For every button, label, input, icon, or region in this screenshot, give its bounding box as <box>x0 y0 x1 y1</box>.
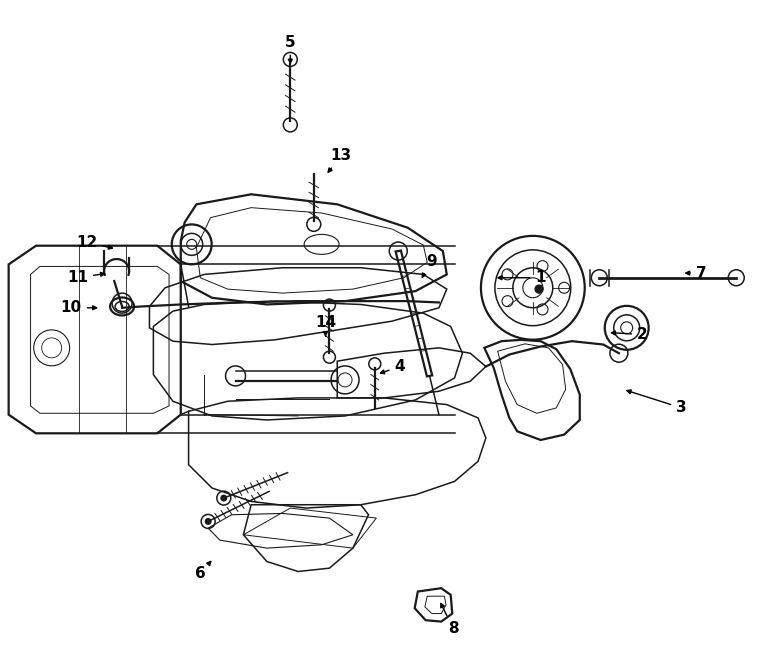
Text: 7: 7 <box>686 266 706 280</box>
Text: 2: 2 <box>612 327 648 342</box>
Text: 11: 11 <box>67 270 104 285</box>
Circle shape <box>535 285 543 293</box>
Text: 9: 9 <box>423 254 437 277</box>
Text: 8: 8 <box>441 603 459 636</box>
Text: 3: 3 <box>627 390 687 415</box>
Text: 10: 10 <box>60 300 96 315</box>
Text: 14: 14 <box>315 315 336 336</box>
Text: 5: 5 <box>285 35 296 63</box>
Text: 4: 4 <box>380 359 405 374</box>
Text: 12: 12 <box>76 235 112 250</box>
Text: 6: 6 <box>195 561 211 581</box>
Text: 1: 1 <box>498 270 546 285</box>
Circle shape <box>220 494 227 502</box>
Circle shape <box>205 518 212 525</box>
Text: 13: 13 <box>328 148 352 172</box>
